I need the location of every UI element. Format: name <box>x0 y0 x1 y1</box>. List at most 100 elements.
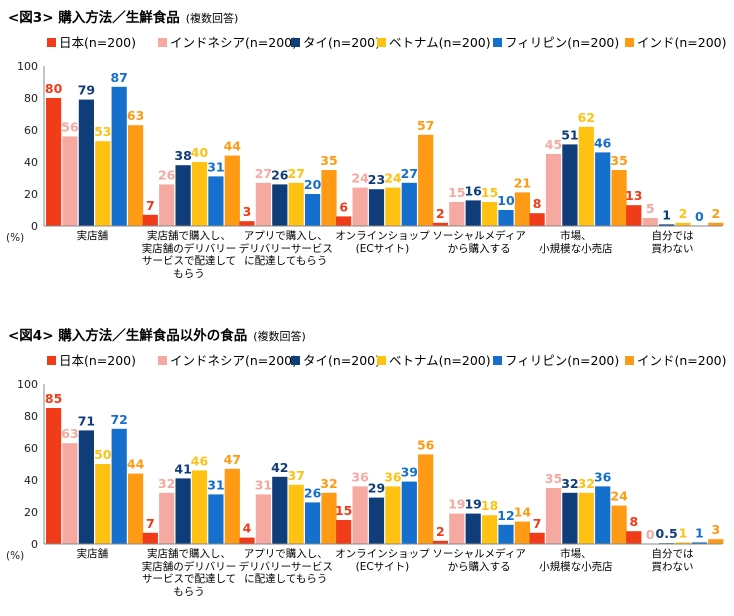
chart-subtitle: (複数回答) <box>185 12 239 25</box>
legend-swatch <box>47 38 56 47</box>
x-category-label: アプリで購入し、 デリバリーサービス に配達してもらう <box>238 548 333 585</box>
legend-item: インド(n=200) <box>625 35 727 50</box>
legend-label: インド(n=200) <box>637 35 727 50</box>
x-category-label: 市場、 小規模な小売店 <box>539 548 613 573</box>
legend-item: フィリピン(n=200) <box>493 353 619 368</box>
data-label: 20 <box>304 177 322 192</box>
data-label: 31 <box>207 477 224 492</box>
bar <box>288 484 304 544</box>
data-label: 42 <box>271 460 288 475</box>
bar <box>95 464 111 544</box>
x-category-label: 自分では 買わない <box>651 230 694 255</box>
bar <box>465 200 481 226</box>
legend-item: ベトナム(n=200) <box>377 353 491 368</box>
x-category-label: 自分では 買わない <box>651 548 694 573</box>
data-label: 47 <box>224 452 241 467</box>
data-label: 32 <box>158 476 175 491</box>
bar <box>336 520 352 544</box>
bar <box>142 214 158 226</box>
data-label: 63 <box>61 426 78 441</box>
y-tick-label: 0 <box>31 220 38 233</box>
data-label: 24 <box>384 171 402 186</box>
bar <box>352 486 368 544</box>
data-label: 27 <box>287 166 304 181</box>
y-tick-label: 0 <box>31 538 38 551</box>
data-label: 19 <box>448 497 465 512</box>
data-label: 31 <box>207 159 224 174</box>
y-tick-label: 40 <box>24 156 38 169</box>
data-label: 35 <box>610 153 627 168</box>
bar <box>159 184 175 226</box>
legend-item: インド(n=200) <box>625 353 727 368</box>
legend-swatch <box>158 38 167 47</box>
bar <box>449 513 465 544</box>
x-category-label: 市場、 小規模な小売店 <box>539 230 613 255</box>
data-label: 24 <box>351 171 369 186</box>
x-category-label: ソーシャルメディア から購入する <box>432 548 526 573</box>
data-label: 3 <box>711 522 720 537</box>
bar <box>305 194 321 226</box>
y-tick-label: 20 <box>24 506 38 519</box>
data-label: 57 <box>417 118 434 133</box>
bar <box>111 428 127 544</box>
data-label: 10 <box>497 193 515 208</box>
legend-item: インドネシア(n=200) <box>158 353 297 368</box>
data-label: 13 <box>625 188 642 203</box>
bar <box>514 192 530 226</box>
data-label: 40 <box>191 145 209 160</box>
y-tick-label: 40 <box>24 474 38 487</box>
data-label: 32 <box>578 476 595 491</box>
bar <box>175 165 191 226</box>
bar <box>611 505 627 544</box>
data-label: 8 <box>533 196 542 211</box>
data-label: 63 <box>127 108 144 123</box>
bar <box>111 86 127 226</box>
bar <box>272 476 288 544</box>
bar <box>626 531 642 544</box>
bar <box>385 187 401 226</box>
bar <box>514 521 530 544</box>
x-category-label: 実店舗 <box>76 230 109 242</box>
legend-swatch <box>47 356 56 365</box>
bar <box>595 486 611 544</box>
data-label: 27 <box>255 166 272 181</box>
data-label: 80 <box>45 81 63 96</box>
data-label: 2 <box>436 524 445 539</box>
x-category-label: 実店舗で購入し、 実店舗のデリバリー サービスで配達して もらう <box>141 548 237 598</box>
data-label: 46 <box>191 453 209 468</box>
y-tick-label: 80 <box>24 410 38 423</box>
bar <box>191 162 208 226</box>
bar <box>175 478 191 544</box>
bar <box>578 492 594 544</box>
figure-4: <図4> 購入方法／生鮮食品以外の食品 (複数回答) 日本(n=200) インドネシ… <box>0 318 734 616</box>
bar <box>368 189 385 226</box>
bar <box>498 210 514 226</box>
legend-label: タイ(n=200) <box>303 353 380 368</box>
data-label: 18 <box>481 498 498 513</box>
data-label: 8 <box>629 514 638 529</box>
bar <box>336 216 352 226</box>
legend-swatch <box>625 356 634 365</box>
bar <box>562 144 578 226</box>
bar <box>321 170 337 226</box>
bar-chart-non-fresh-food: 日本(n=200) インドネシア(n=200) タイ(n=200) ベトナム(n=20… <box>6 353 727 562</box>
legend-label: フィリピン(n=200) <box>505 353 619 368</box>
data-label: 35 <box>545 471 562 486</box>
bar <box>708 222 724 226</box>
data-label: 79 <box>78 83 95 98</box>
bar <box>642 218 658 226</box>
y-tick-label: 60 <box>24 124 38 137</box>
bar-chart-fresh-food: 日本(n=200) インドネシア(n=200) タイ(n=200) ベトナム(n=20… <box>6 35 727 244</box>
data-label: 38 <box>174 148 191 163</box>
data-label: 26 <box>158 167 176 182</box>
chart-subtitle: (複数回答) <box>253 330 306 343</box>
data-label: 26 <box>271 167 289 182</box>
bar <box>224 155 240 226</box>
data-label: 21 <box>514 175 531 190</box>
data-label: 71 <box>78 413 95 428</box>
legend-item: インドネシア(n=200) <box>158 35 297 50</box>
bar <box>321 492 337 544</box>
data-label: 26 <box>304 485 322 500</box>
data-label: 2 <box>711 206 720 221</box>
legend-label: インドネシア(n=200) <box>170 353 297 368</box>
